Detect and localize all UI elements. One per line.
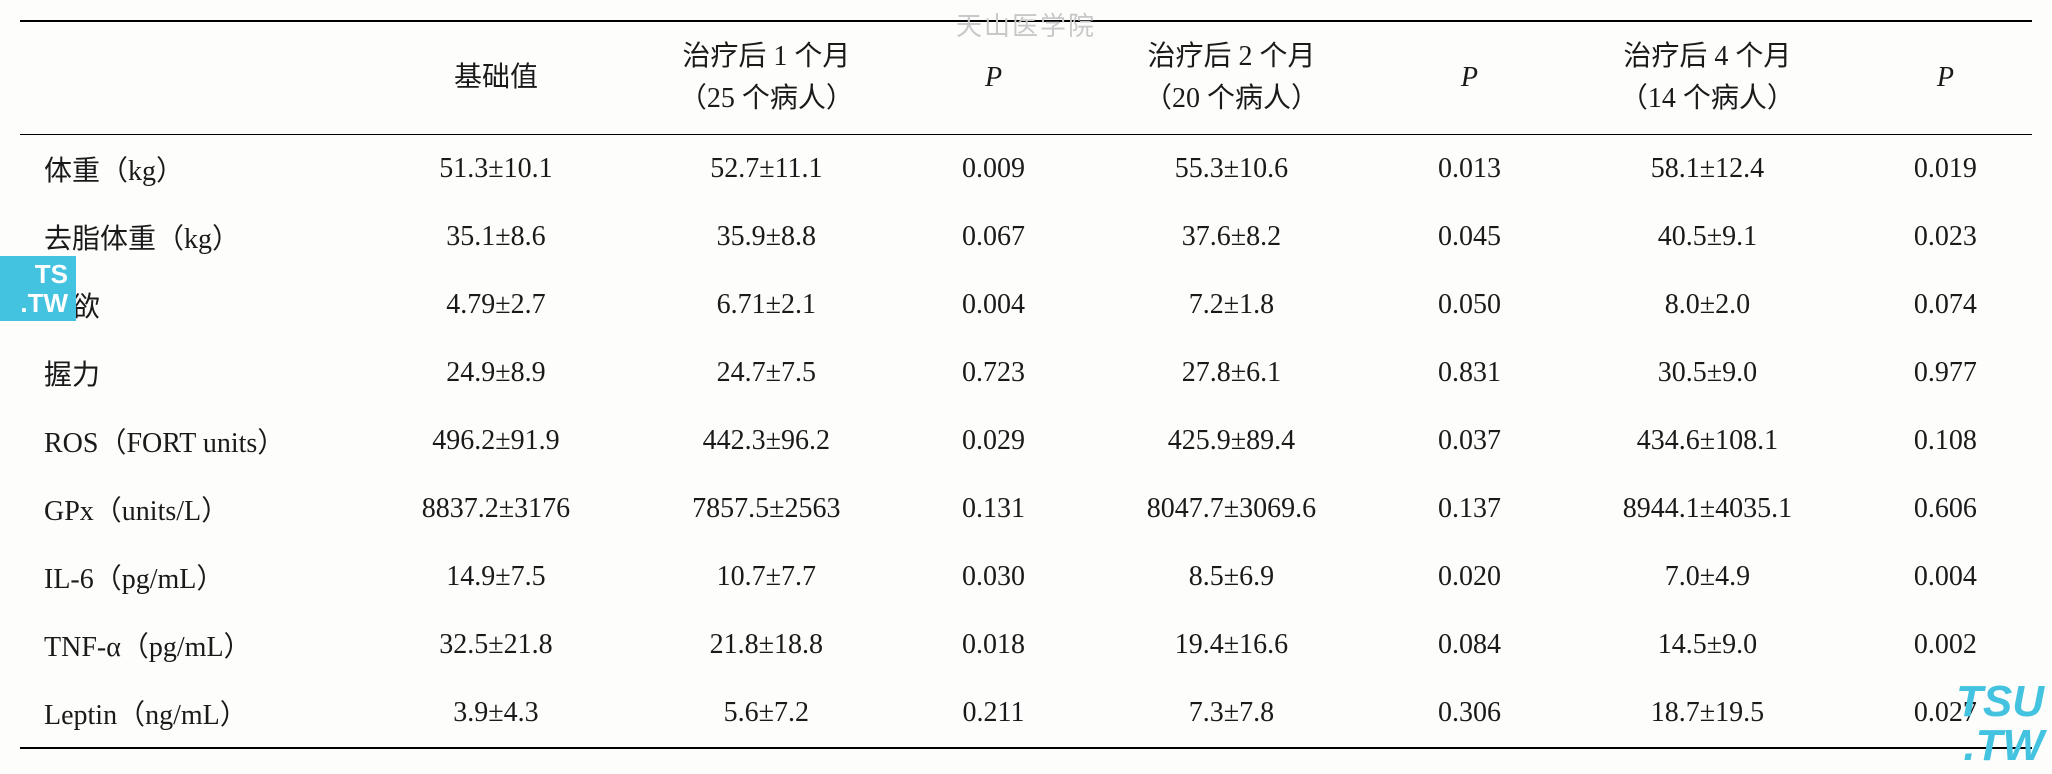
cell-value: 0.020	[1383, 543, 1556, 611]
cell-value: 24.9±8.9	[366, 339, 626, 407]
cell-value: 0.108	[1859, 407, 2032, 475]
cell-value: 0.723	[907, 339, 1080, 407]
cell-value: 7857.5±2563	[626, 475, 907, 543]
cell-value: 0.023	[1859, 203, 2032, 271]
cell-value: 32.5±21.8	[366, 611, 626, 679]
column-header: 治疗后 1 个月（25 个病人）	[626, 21, 907, 135]
cell-value: 19.4±16.6	[1080, 611, 1383, 679]
cell-value: 0.018	[907, 611, 1080, 679]
cell-value: 21.8±18.8	[626, 611, 907, 679]
cell-value: 0.029	[907, 407, 1080, 475]
cell-value: 8944.1±4035.1	[1556, 475, 1859, 543]
cell-value: 0.306	[1383, 679, 1556, 748]
cell-value: 40.5±9.1	[1556, 203, 1859, 271]
column-header: P	[1859, 21, 2032, 135]
cell-value: 35.9±8.8	[626, 203, 907, 271]
cell-value: 58.1±12.4	[1556, 135, 1859, 204]
cell-value: 0.013	[1383, 135, 1556, 204]
cell-value: 0.067	[907, 203, 1080, 271]
cell-value: 30.5±9.0	[1556, 339, 1859, 407]
cell-value: 10.7±7.7	[626, 543, 907, 611]
cell-value: 0.037	[1383, 407, 1556, 475]
table-row: 握力24.9±8.924.7±7.50.72327.8±6.10.83130.5…	[20, 339, 2032, 407]
cell-value: 37.6±8.2	[1080, 203, 1383, 271]
cell-value: 3.9±4.3	[366, 679, 626, 748]
cell-value: 0.050	[1383, 271, 1556, 339]
row-label: Leptin（ng/mL）	[20, 679, 366, 748]
row-label: IL-6（pg/mL）	[20, 543, 366, 611]
row-label: GPx（units/L）	[20, 475, 366, 543]
data-table: 基础值治疗后 1 个月（25 个病人）P治疗后 2 个月（20 个病人）P治疗后…	[20, 20, 2032, 749]
table-row: ROS（FORT units）496.2±91.9442.3±96.20.029…	[20, 407, 2032, 475]
cell-value: 35.1±8.6	[366, 203, 626, 271]
table-row: IL-6（pg/mL）14.9±7.510.7±7.70.0308.5±6.90…	[20, 543, 2032, 611]
row-label: 去脂体重（kg）	[20, 203, 366, 271]
table-body: 体重（kg）51.3±10.152.7±11.10.00955.3±10.60.…	[20, 135, 2032, 749]
cell-value: 0.019	[1859, 135, 2032, 204]
cell-value: 14.9±7.5	[366, 543, 626, 611]
cell-value: 51.3±10.1	[366, 135, 626, 204]
cell-value: 442.3±96.2	[626, 407, 907, 475]
cell-value: 8.5±6.9	[1080, 543, 1383, 611]
cell-value: 434.6±108.1	[1556, 407, 1859, 475]
cell-value: 7.2±1.8	[1080, 271, 1383, 339]
cell-value: 8.0±2.0	[1556, 271, 1859, 339]
row-label: 体重（kg）	[20, 135, 366, 204]
column-header: 基础值	[366, 21, 626, 135]
row-label: TNF-α（pg/mL）	[20, 611, 366, 679]
row-label: 握力	[20, 339, 366, 407]
cell-value: 0.045	[1383, 203, 1556, 271]
cell-value: 18.7±19.5	[1556, 679, 1859, 748]
cell-value: 55.3±10.6	[1080, 135, 1383, 204]
table-row: TNF-α（pg/mL）32.5±21.821.8±18.80.01819.4±…	[20, 611, 2032, 679]
cell-value: 0.004	[1859, 543, 2032, 611]
table-row: GPx（units/L）8837.2±31767857.5±25630.1318…	[20, 475, 2032, 543]
cell-value: 0.030	[907, 543, 1080, 611]
table-row: 去脂体重（kg）35.1±8.635.9±8.80.06737.6±8.20.0…	[20, 203, 2032, 271]
cell-value: 27.8±6.1	[1080, 339, 1383, 407]
table-header-row: 基础值治疗后 1 个月（25 个病人）P治疗后 2 个月（20 个病人）P治疗后…	[20, 21, 2032, 135]
row-label: 食欲	[20, 271, 366, 339]
cell-value: 0.606	[1859, 475, 2032, 543]
cell-value: 7.3±7.8	[1080, 679, 1383, 748]
cell-value: 496.2±91.9	[366, 407, 626, 475]
table-row: 食欲4.79±2.76.71±2.10.0047.2±1.80.0508.0±2…	[20, 271, 2032, 339]
cell-value: 0.831	[1383, 339, 1556, 407]
table-row: 体重（kg）51.3±10.152.7±11.10.00955.3±10.60.…	[20, 135, 2032, 204]
cell-value: 0.977	[1859, 339, 2032, 407]
cell-value: 0.084	[1383, 611, 1556, 679]
row-label: ROS（FORT units）	[20, 407, 366, 475]
cell-value: 0.004	[907, 271, 1080, 339]
cell-value: 4.79±2.7	[366, 271, 626, 339]
column-header: P	[1383, 21, 1556, 135]
cell-value: 52.7±11.1	[626, 135, 907, 204]
cell-value: 0.131	[907, 475, 1080, 543]
table-row: Leptin（ng/mL）3.9±4.35.6±7.20.2117.3±7.80…	[20, 679, 2032, 748]
cell-value: 0.009	[907, 135, 1080, 204]
cell-value: 14.5±9.0	[1556, 611, 1859, 679]
cell-value: 0.137	[1383, 475, 1556, 543]
cell-value: 0.002	[1859, 611, 2032, 679]
cell-value: 0.074	[1859, 271, 2032, 339]
cell-value: 24.7±7.5	[626, 339, 907, 407]
cell-value: 0.211	[907, 679, 1080, 748]
column-header: 治疗后 4 个月（14 个病人）	[1556, 21, 1859, 135]
cell-value: 6.71±2.1	[626, 271, 907, 339]
column-header: P	[907, 21, 1080, 135]
cell-value: 5.6±7.2	[626, 679, 907, 748]
cell-value: 7.0±4.9	[1556, 543, 1859, 611]
cell-value: 0.027	[1859, 679, 2032, 748]
cell-value: 8047.7±3069.6	[1080, 475, 1383, 543]
cell-value: 8837.2±3176	[366, 475, 626, 543]
cell-value: 425.9±89.4	[1080, 407, 1383, 475]
column-header	[20, 21, 366, 135]
column-header: 治疗后 2 个月（20 个病人）	[1080, 21, 1383, 135]
